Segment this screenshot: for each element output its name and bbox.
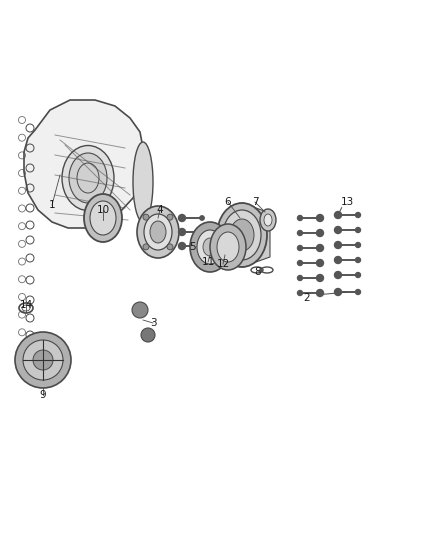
Circle shape — [297, 290, 303, 295]
Circle shape — [317, 245, 324, 252]
Text: 10: 10 — [96, 205, 110, 215]
Ellipse shape — [230, 219, 254, 251]
Ellipse shape — [190, 222, 230, 272]
Circle shape — [335, 256, 342, 263]
Circle shape — [317, 260, 324, 266]
Circle shape — [335, 227, 342, 233]
Circle shape — [317, 289, 324, 296]
Ellipse shape — [210, 224, 246, 270]
Circle shape — [356, 243, 360, 247]
Circle shape — [179, 243, 186, 249]
Circle shape — [317, 230, 324, 237]
Ellipse shape — [90, 201, 116, 235]
Ellipse shape — [137, 206, 179, 258]
Text: 4: 4 — [157, 205, 163, 215]
Ellipse shape — [217, 232, 239, 262]
Ellipse shape — [144, 214, 172, 250]
Circle shape — [317, 274, 324, 281]
Circle shape — [143, 214, 149, 220]
Text: 12: 12 — [216, 259, 230, 269]
Ellipse shape — [69, 153, 107, 203]
Polygon shape — [24, 100, 143, 228]
Ellipse shape — [150, 221, 166, 243]
Circle shape — [335, 212, 342, 219]
Polygon shape — [242, 203, 270, 267]
Circle shape — [335, 271, 342, 279]
Circle shape — [297, 276, 303, 280]
Text: 7: 7 — [252, 197, 258, 207]
Ellipse shape — [217, 203, 267, 267]
Circle shape — [317, 214, 324, 222]
Text: 14: 14 — [19, 300, 32, 310]
Text: 11: 11 — [201, 257, 215, 267]
Ellipse shape — [133, 142, 153, 222]
Circle shape — [297, 230, 303, 236]
Ellipse shape — [260, 209, 276, 231]
Circle shape — [356, 289, 360, 295]
Ellipse shape — [264, 214, 272, 226]
Circle shape — [335, 241, 342, 248]
Circle shape — [356, 272, 360, 278]
Circle shape — [179, 229, 186, 236]
Text: 13: 13 — [340, 197, 353, 207]
Text: 9: 9 — [40, 390, 46, 400]
Circle shape — [356, 213, 360, 217]
Text: 5: 5 — [189, 242, 195, 252]
Circle shape — [356, 257, 360, 262]
Circle shape — [179, 214, 186, 222]
Ellipse shape — [203, 238, 217, 256]
Text: 6: 6 — [225, 197, 231, 207]
Ellipse shape — [197, 230, 223, 264]
Circle shape — [297, 246, 303, 251]
Circle shape — [356, 228, 360, 232]
Text: 2: 2 — [304, 293, 310, 303]
Circle shape — [15, 332, 71, 388]
Circle shape — [33, 350, 53, 370]
Circle shape — [23, 340, 63, 380]
Text: 8: 8 — [254, 267, 261, 277]
Ellipse shape — [223, 210, 261, 260]
Circle shape — [335, 288, 342, 295]
Circle shape — [141, 328, 155, 342]
Ellipse shape — [84, 194, 122, 242]
Circle shape — [297, 261, 303, 265]
Circle shape — [200, 216, 204, 220]
Circle shape — [167, 214, 173, 220]
Circle shape — [200, 244, 204, 248]
Ellipse shape — [62, 146, 114, 211]
Text: 1: 1 — [49, 200, 55, 210]
Circle shape — [167, 244, 173, 250]
Circle shape — [200, 230, 204, 234]
Text: 3: 3 — [150, 318, 156, 328]
Circle shape — [143, 244, 149, 250]
Circle shape — [297, 215, 303, 221]
Circle shape — [132, 302, 148, 318]
